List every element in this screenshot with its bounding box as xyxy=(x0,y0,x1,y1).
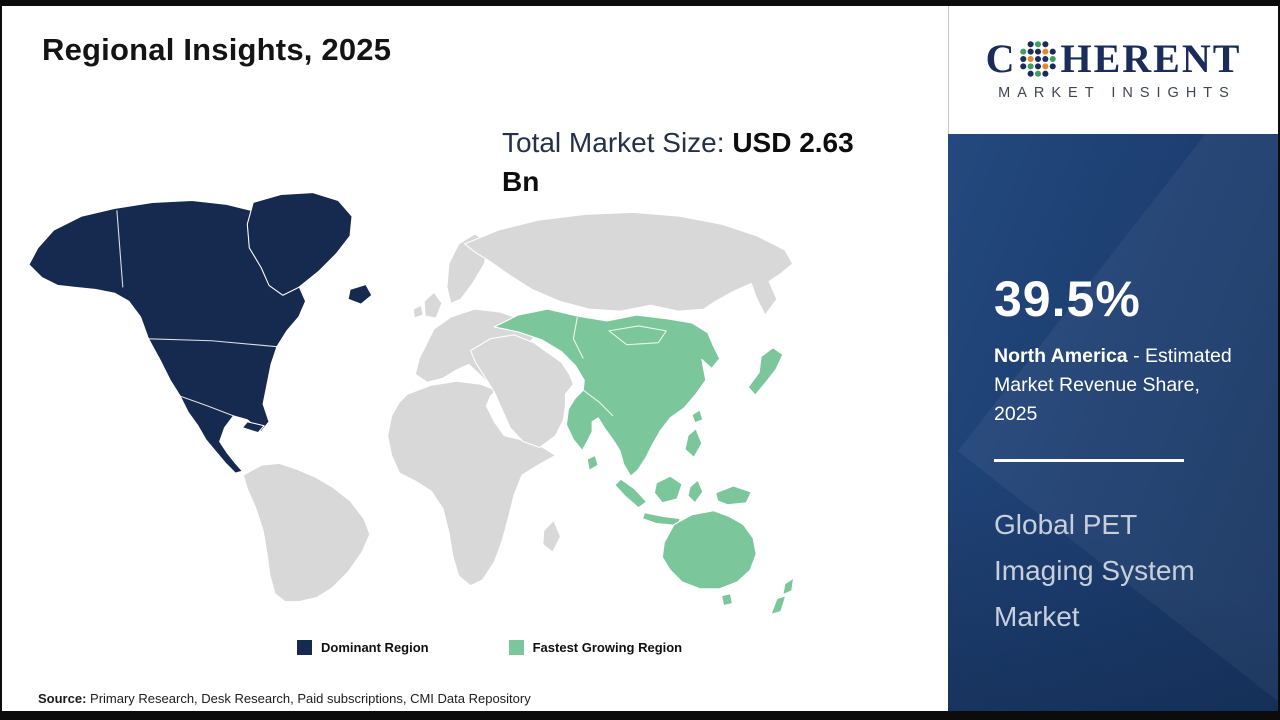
legend-item-dominant: Dominant Region xyxy=(297,640,429,655)
map-region-new-zealand-south xyxy=(770,595,787,615)
map-region-south-america xyxy=(242,462,371,603)
map-border-central-asia xyxy=(572,316,584,359)
total-market-size-value: USD 2.63 Bn xyxy=(502,127,854,197)
fastest-growing-region-swatch-rect xyxy=(508,640,524,655)
dominant-region-swatch-icon xyxy=(297,640,312,655)
map-region-new-guinea xyxy=(715,485,752,506)
page-title: Regional Insights, 2025 xyxy=(42,32,392,67)
source-note: Source: Primary Research, Desk Research,… xyxy=(38,691,531,706)
map-region-uk xyxy=(423,291,443,319)
map-region-japan xyxy=(747,347,784,396)
market-share-rest: - Estimated Market Revenue Share, 2025 xyxy=(994,345,1232,425)
market-share-region: North America xyxy=(994,345,1128,367)
market-name: Global PET Imaging System Market xyxy=(994,508,1195,632)
stat-panel-content: 39.5% North America - Estimated Market R… xyxy=(948,134,1278,640)
panel-divider xyxy=(994,458,1184,462)
map-region-cuba xyxy=(241,421,265,434)
map-region-madagascar xyxy=(542,520,562,553)
map-region-iceland xyxy=(347,283,373,305)
brand-tagline: MARKET INSIGHTS xyxy=(998,85,1236,101)
map-region-new-zealand-north xyxy=(782,577,795,596)
map-region-russia xyxy=(464,211,794,316)
world-map xyxy=(24,182,854,624)
map-region-asia-mainland xyxy=(493,308,721,477)
map-region-africa xyxy=(387,380,557,587)
map-legend: Dominant Region Fastest Growing Region xyxy=(297,640,682,655)
total-market-size-label: Total Market Size: xyxy=(502,127,733,158)
legend-label-fastest-growing: Fastest Growing Region xyxy=(532,640,683,655)
brand-logo: C HERENT MARKET INSIGHTS xyxy=(948,6,1278,134)
map-region-sri-lanka xyxy=(586,454,599,471)
brand-name: C HERENT xyxy=(986,39,1242,79)
right-panel: C HERENT MARKET INSIGHTS 39.5% North Ame… xyxy=(948,6,1278,711)
map-region-philippines xyxy=(684,428,703,458)
map-region-taiwan xyxy=(691,409,704,424)
map-region-greenland xyxy=(246,191,353,296)
source-text: Primary Research, Desk Research, Paid su… xyxy=(86,691,531,706)
dotted-globe-icon xyxy=(1020,41,1057,77)
map-region-borneo xyxy=(653,475,683,504)
map-border-india-china xyxy=(582,389,614,417)
total-market-size: Total Market Size: USD 2.63 Bn xyxy=(502,124,890,201)
stat-panel: 39.5% North America - Estimated Market R… xyxy=(948,134,1278,711)
market-share-value: 39.5% xyxy=(994,271,1141,327)
map-border-us-canada xyxy=(148,338,278,348)
map-region-sulawesi xyxy=(687,479,704,504)
map-region-ireland xyxy=(412,304,424,319)
map-region-middle-east xyxy=(470,334,574,449)
map-border-us-mexico xyxy=(179,395,234,417)
main-content: Regional Insights, 2025 Total Market Siz… xyxy=(2,6,948,711)
brand-name-rest: HERENT xyxy=(1060,36,1242,81)
market-share-description: North America - Estimated Market Revenue… xyxy=(994,342,1234,429)
legend-label-dominant: Dominant Region xyxy=(321,640,429,655)
map-border-alaska-canada xyxy=(116,210,124,288)
dominant-region-swatch-rect xyxy=(297,640,312,655)
source-label: Source: xyxy=(38,691,87,706)
fastest-growing-region-swatch-icon xyxy=(508,640,524,655)
map-region-java xyxy=(642,512,681,527)
brand-name-first-letter: C xyxy=(985,36,1017,81)
map-region-sumatra xyxy=(614,478,648,509)
map-border-mongolia xyxy=(608,325,667,346)
map-region-australia xyxy=(661,510,757,590)
legend-item-fastest-growing: Fastest Growing Region xyxy=(508,640,683,655)
world-map-svg xyxy=(28,191,795,615)
map-region-tasmania xyxy=(721,593,734,607)
